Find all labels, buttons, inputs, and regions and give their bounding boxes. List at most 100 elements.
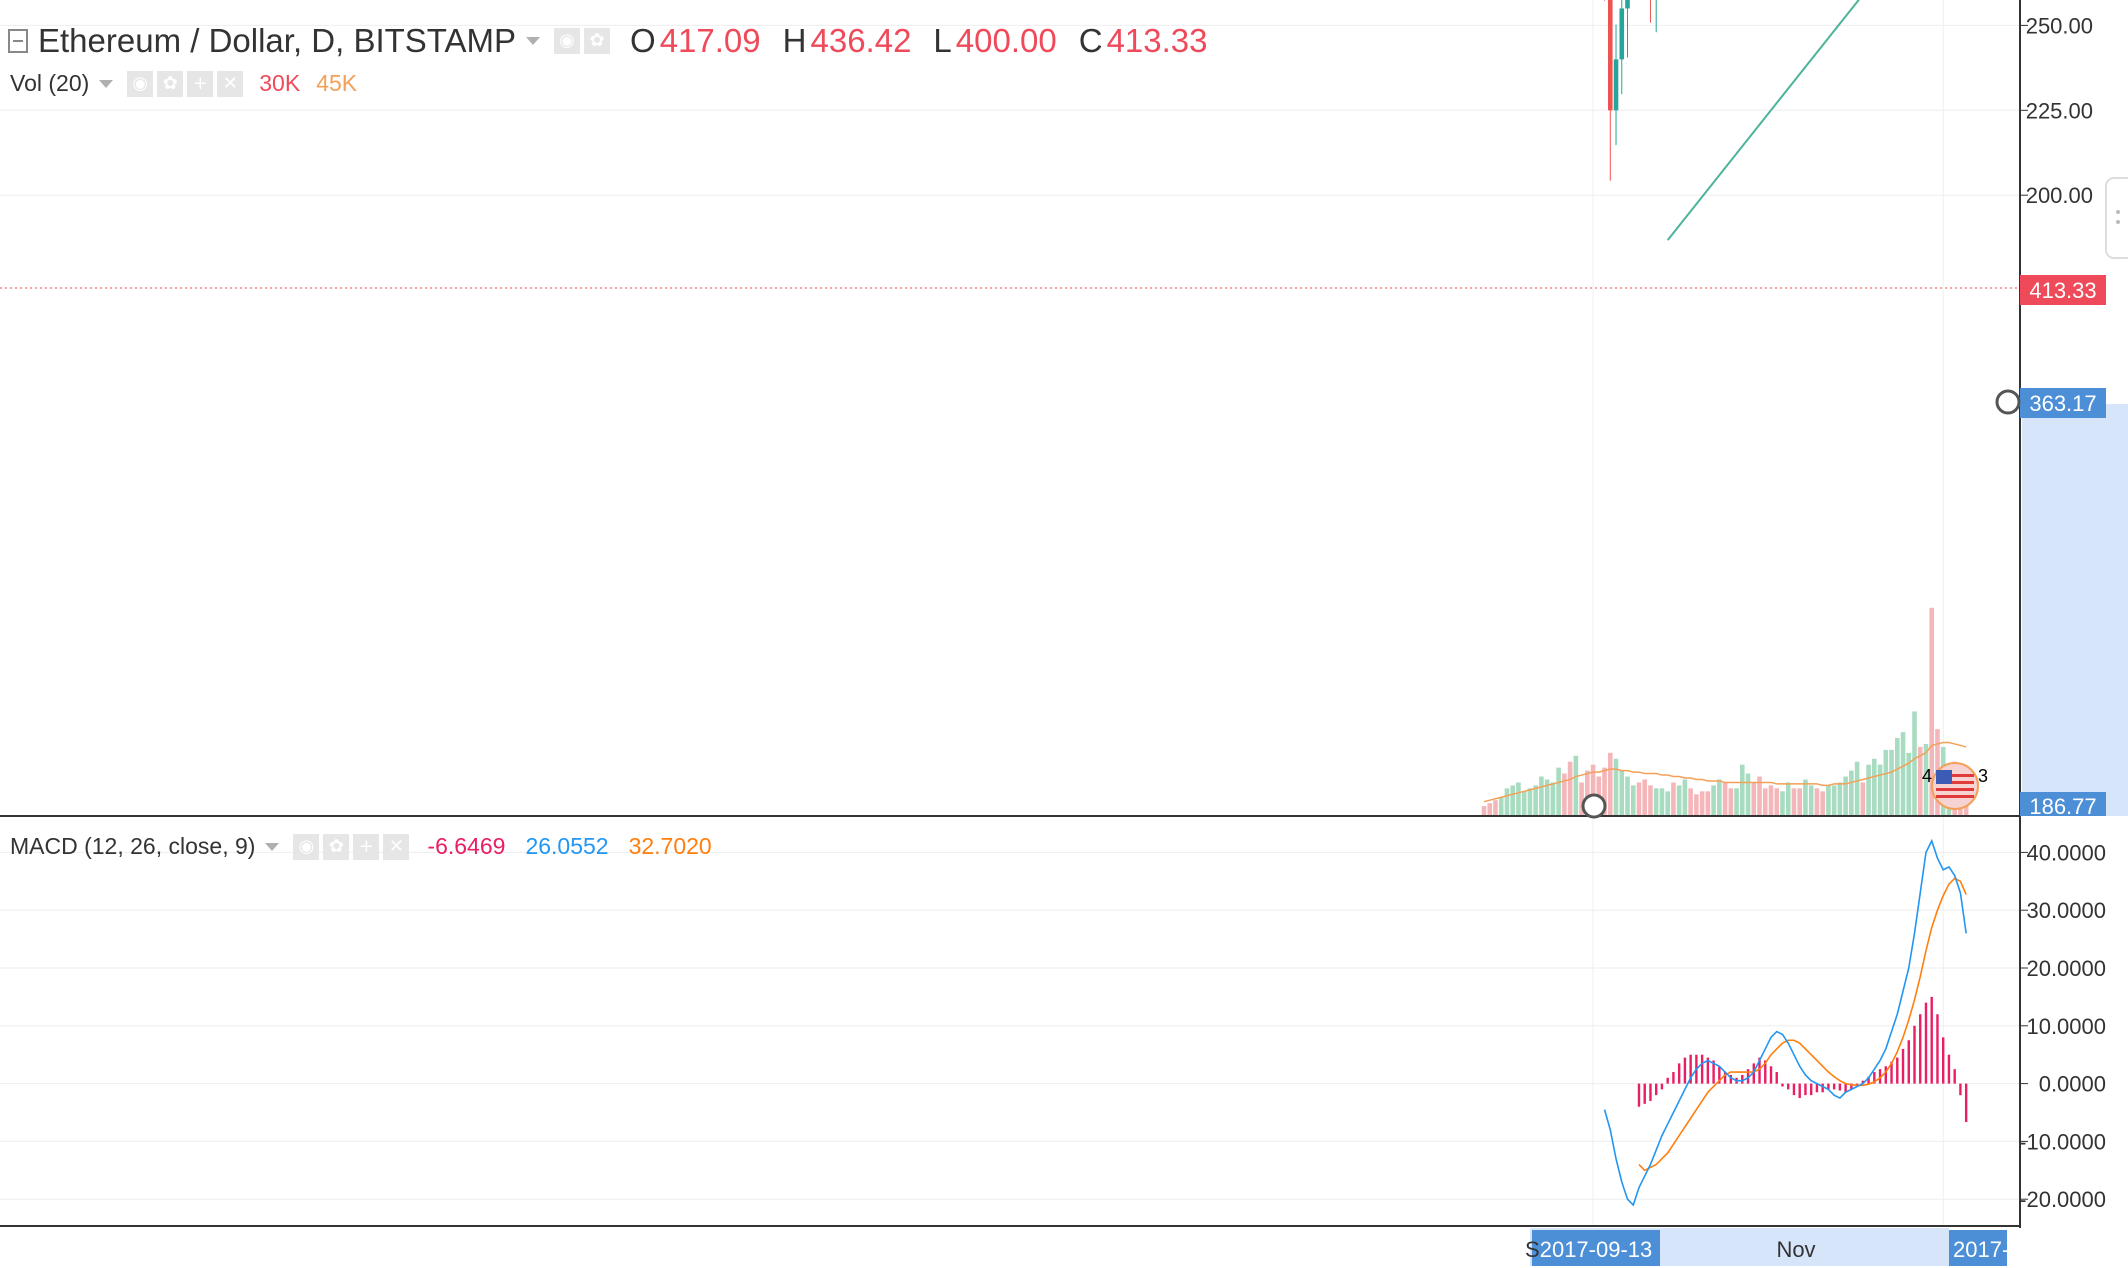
macd-histogram-bar	[1712, 1060, 1715, 1084]
volume-bar	[1877, 764, 1883, 815]
chevron-down-icon[interactable]	[265, 842, 280, 851]
volume-bar	[1613, 758, 1619, 815]
volume-bar	[1820, 791, 1825, 815]
time-cursor-end-label: 2017-	[1953, 1237, 2009, 1262]
close-icon[interactable]: ✕	[217, 70, 244, 97]
time-label-nov: Nov	[1776, 1237, 1815, 1262]
macd-histogram-bar	[1867, 1076, 1870, 1084]
volume-bar	[1567, 761, 1573, 815]
macd-histogram-bar	[1677, 1063, 1681, 1084]
side-toolbar-handle[interactable]	[2105, 177, 2128, 259]
volume-ma-line	[1483, 741, 1967, 803]
volume-bar	[1653, 788, 1659, 815]
gear-icon[interactable]: ✿	[323, 833, 350, 860]
macd-tick-label: 20.0000	[2026, 956, 2106, 981]
volume-bar	[1607, 752, 1613, 815]
eye-icon[interactable]: ◉	[127, 70, 154, 97]
volume-bar	[1912, 711, 1917, 815]
volume-bar	[1527, 788, 1533, 815]
volume-bar	[1544, 779, 1550, 815]
macd-histogram-bar	[1878, 1069, 1882, 1084]
macd-histogram-bar	[1953, 1069, 1956, 1084]
volume-bar	[1917, 746, 1923, 815]
channel-line[interactable]	[1666, 0, 2128, 241]
volume-bar	[1688, 788, 1693, 815]
macd-histogram-bar	[1758, 1057, 1761, 1084]
low-label: L	[933, 22, 952, 59]
macd-histogram-bar	[1775, 1072, 1778, 1084]
volume-bar	[1803, 779, 1808, 815]
volume-bar	[1768, 785, 1774, 815]
candle-body	[1613, 59, 1619, 111]
plus-icon[interactable]: +	[187, 70, 214, 97]
volume-value-2: 45K	[316, 70, 358, 96]
macd-legend: MACD (12, 26, close, 9) ◉ ✿ + ✕ -6.6469 …	[10, 833, 712, 860]
chevron-down-icon[interactable]	[99, 79, 114, 88]
macd-histogram-bar	[1729, 1074, 1733, 1084]
plus-icon[interactable]: +	[353, 833, 380, 860]
high-value: 436.42	[810, 22, 912, 59]
gear-icon[interactable]: ✿	[157, 70, 184, 97]
macd-histogram-bar	[1964, 1083, 1968, 1123]
volume-bar	[1516, 782, 1521, 815]
collapse-icon[interactable]	[8, 29, 28, 53]
cursor-lower-label-bg	[2020, 792, 2106, 816]
macd-histogram-bar	[1741, 1074, 1744, 1084]
macd-histogram-bar	[1936, 1014, 1939, 1084]
volume-bar	[1785, 782, 1791, 815]
macd-hist-value: -6.6469	[427, 833, 506, 859]
volume-bar	[1808, 785, 1814, 815]
macd-histogram-bar	[1861, 1080, 1865, 1084]
volume-bar	[1900, 732, 1906, 815]
macd-histogram-bar	[1781, 1083, 1784, 1087]
volume-bar	[1745, 773, 1751, 815]
volume-bar	[1860, 782, 1866, 815]
macd-histogram-bar	[1649, 1083, 1652, 1101]
candlestick-series	[1604, 0, 1657, 181]
last-price-label-bg	[2020, 275, 2106, 305]
price-axis[interactable]: 525.00500.00475.00450.00425.00400.00375.…	[2020, 0, 2093, 208]
volume-bar	[1648, 785, 1653, 815]
time-label-partial: S	[1525, 1237, 1540, 1262]
macd-histogram-bar	[1821, 1083, 1824, 1093]
macd-histogram-bar	[1901, 1048, 1905, 1084]
macd-tick-label: 10.0000	[2026, 1014, 2106, 1039]
channel-lines[interactable]	[1432, 0, 2128, 241]
volume-bar	[1837, 782, 1843, 815]
price-tick-label: 250.00	[2026, 13, 2093, 38]
volume-bar	[1493, 800, 1498, 815]
macd-histogram-bar	[1884, 1066, 1887, 1084]
volume-bar	[1676, 785, 1682, 815]
volume-bar	[1728, 788, 1734, 815]
last-price-label: 413.33	[2029, 278, 2096, 303]
close-value: 413.33	[1106, 22, 1208, 59]
time-cursor-start-bg	[1532, 1230, 1660, 1266]
volume-bar	[1481, 806, 1487, 815]
macd-axis[interactable]: 40.0000 30.0000 20.0000 10.0000 0.0000 -10.00…	[2019, 840, 2106, 1212]
macd-tick-label: 40.0000	[2026, 840, 2106, 865]
volume-bar	[1780, 791, 1785, 815]
close-icon[interactable]: ✕	[383, 833, 410, 860]
volume-bar	[1866, 764, 1871, 815]
macd-histogram-bar	[1718, 1066, 1721, 1084]
macd-tick-label: -20.0000	[2019, 1187, 2106, 1212]
eye-icon[interactable]: ◉	[293, 833, 320, 860]
macd-histogram-bar	[1942, 1037, 1945, 1084]
volume-bar	[1797, 788, 1802, 815]
volume-bar	[1717, 779, 1722, 815]
gear-icon[interactable]: ✿	[584, 28, 611, 54]
chevron-down-icon[interactable]	[526, 37, 541, 45]
us-flag-icon[interactable]	[1931, 762, 1979, 810]
macd-histogram-bar	[1804, 1083, 1807, 1096]
close-label: C	[1078, 22, 1103, 59]
macd-histogram-bar	[1700, 1054, 1704, 1084]
candle-body	[1625, 0, 1630, 9]
channel-handle-right[interactable]	[1995, 389, 2021, 415]
macd-histogram-bar	[1752, 1063, 1755, 1084]
eye-icon[interactable]: ◉	[554, 28, 581, 54]
macd-histogram-bar	[1792, 1083, 1796, 1096]
channel-handle-bottom[interactable]	[1581, 793, 1607, 819]
volume-bar	[1585, 770, 1590, 815]
volume-bar	[1579, 782, 1584, 815]
